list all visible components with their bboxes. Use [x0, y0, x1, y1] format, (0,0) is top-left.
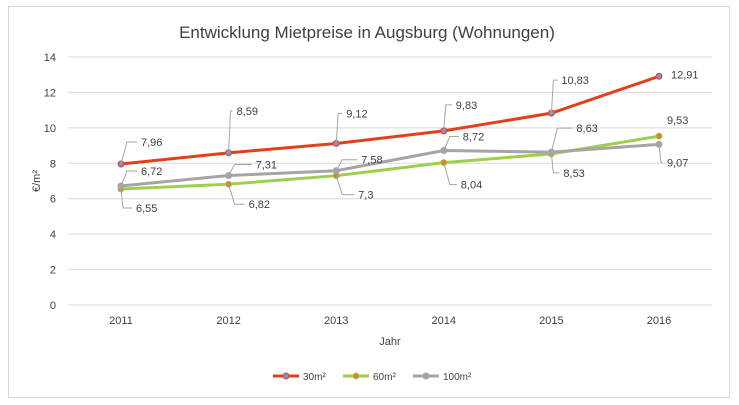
y-tick-label: 6 — [50, 194, 56, 206]
y-tick-label: 2 — [50, 265, 56, 277]
leader-line — [658, 144, 663, 163]
data-label: 6,72 — [141, 166, 162, 178]
x-tick-label: 2011 — [109, 315, 133, 327]
data-point — [655, 72, 663, 80]
data-label: 6,55 — [136, 203, 157, 215]
legend-item[interactable]: 30m² — [273, 372, 326, 383]
series-line-0 — [120, 74, 660, 166]
data-label: 7,58 — [361, 155, 382, 167]
data-label: 8,04 — [461, 180, 482, 192]
leader-line — [228, 184, 245, 205]
legend-label: 100m² — [443, 372, 472, 383]
leader-line — [228, 164, 252, 176]
data-label: 7,31 — [256, 160, 277, 172]
x-tick-label: 2014 — [432, 315, 456, 327]
legend-label: 60m² — [373, 372, 396, 383]
data-label: 8,59 — [237, 106, 258, 118]
leader-line — [443, 104, 452, 131]
data-label: 10,83 — [561, 75, 589, 87]
series-line-1 — [120, 134, 660, 191]
leader-line — [228, 110, 233, 153]
leader-line — [120, 141, 137, 165]
leader-line — [550, 127, 573, 153]
data-label: 9,07 — [667, 157, 688, 169]
leader-line — [335, 175, 355, 196]
leader-line — [550, 79, 558, 114]
data-label: 9,53 — [667, 115, 688, 127]
y-tick-label: 10 — [44, 123, 56, 135]
leader-line — [335, 112, 343, 144]
data-label: 6,82 — [249, 199, 270, 211]
x-tick-label: 2012 — [216, 315, 240, 327]
y-tick-label: 12 — [44, 87, 56, 99]
data-label: 8,63 — [576, 123, 597, 135]
data-label: 9,12 — [346, 108, 367, 120]
leader-line — [443, 162, 457, 186]
leader-line — [550, 153, 560, 174]
x-axis-label: Jahr — [379, 336, 401, 348]
y-tick-label: 8 — [50, 158, 56, 170]
y-tick-label: 4 — [50, 229, 56, 241]
data-label: 8,72 — [463, 132, 484, 144]
series-line-2 — [120, 142, 660, 188]
legend-label: 30m² — [303, 372, 326, 383]
legend-item[interactable]: 60m² — [343, 372, 396, 383]
legend-item[interactable]: 100m² — [413, 372, 472, 383]
x-tick-label: 2015 — [539, 315, 563, 327]
leader-line — [443, 136, 459, 151]
data-label: 7,3 — [358, 190, 373, 202]
y-tick-label: 0 — [50, 300, 56, 312]
leader-line — [120, 170, 137, 187]
data-label: 12,91 — [671, 69, 699, 81]
leader-line — [335, 159, 358, 171]
data-label: 7,96 — [141, 137, 162, 149]
leader-line — [120, 188, 132, 209]
chart-frame — [8, 6, 730, 398]
data-point — [655, 132, 663, 140]
y-tick-label: 14 — [44, 52, 56, 64]
x-tick-label: 2013 — [324, 315, 348, 327]
data-label: 9,83 — [456, 100, 477, 112]
chart-title: Entwicklung Mietpreise in Augsburg (Wohn… — [179, 23, 555, 42]
y-axis-label: €/m² — [31, 170, 43, 192]
x-tick-label: 2016 — [647, 315, 671, 327]
data-label: 8,53 — [563, 168, 584, 180]
